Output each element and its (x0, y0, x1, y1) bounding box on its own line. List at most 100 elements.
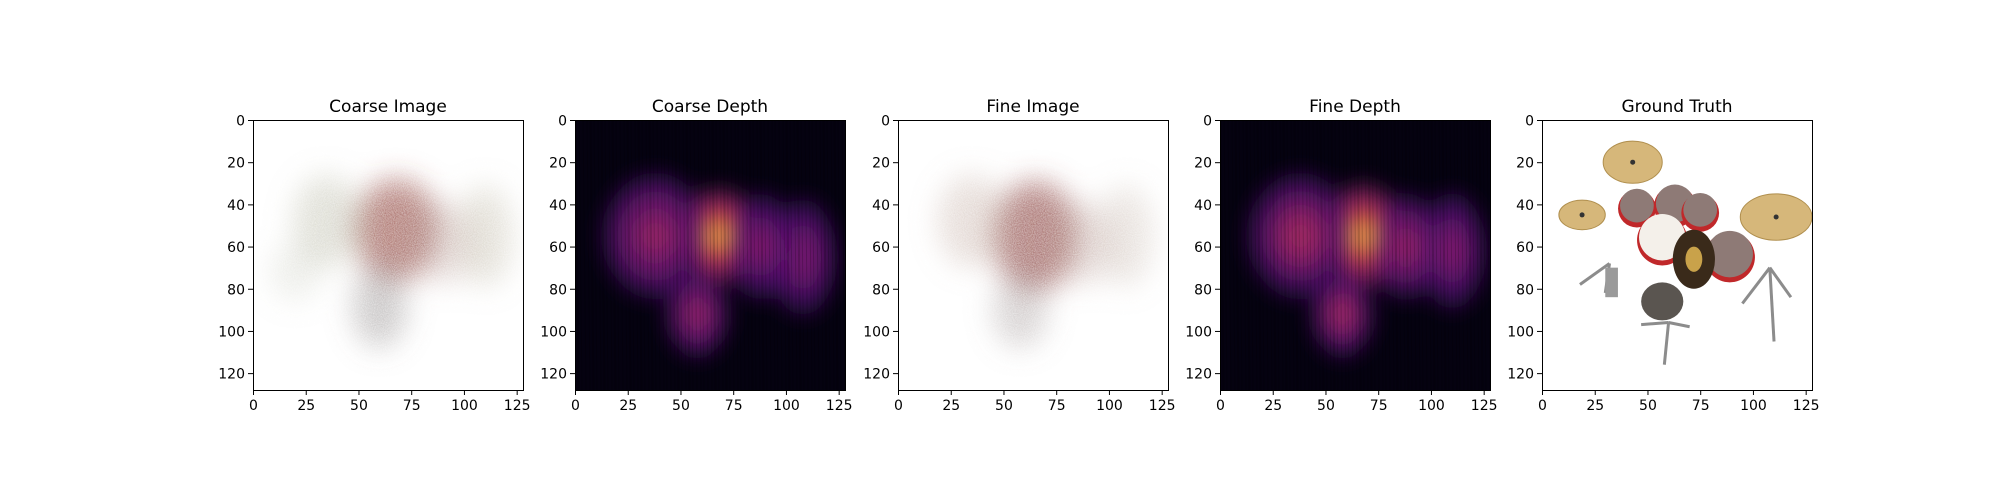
x-tick-label: 75 (1370, 398, 1388, 414)
panel-2: Fine Image 0 25 50 75 100 125 0 20 40 60 80 100 120 (863, 97, 1175, 414)
x-tick-label: 0 (571, 398, 580, 414)
x-tick-label: 125 (1149, 398, 1176, 414)
y-tick-label: 100 (1507, 324, 1534, 340)
y-tick-label: 80 (1516, 282, 1534, 298)
y-tick-label: 120 (540, 367, 567, 383)
x-tick-label: 100 (451, 398, 478, 414)
y-tick-label: 20 (1194, 156, 1212, 172)
x-tick-label: 125 (1793, 398, 1820, 414)
y-tick-label: 120 (1185, 367, 1212, 383)
y-tick-label: 0 (881, 114, 890, 130)
y-tick-label: 60 (227, 240, 245, 256)
depth-blob (1292, 227, 1308, 246)
y-tick-label: 60 (549, 240, 567, 256)
y-tick-label: 40 (227, 198, 245, 214)
stand-leg (1668, 321, 1690, 329)
depth-blob (692, 307, 702, 321)
x-tick-label: 50 (672, 398, 690, 414)
depth-blob (1357, 228, 1369, 244)
x-tick-label: 100 (773, 398, 800, 414)
stand-leg (1768, 267, 1776, 342)
drum-head (1639, 214, 1686, 261)
depth-blob (647, 227, 663, 246)
y-tick-label: 40 (549, 198, 567, 214)
y-tick-label: 0 (1203, 114, 1212, 130)
y-tick-label: 100 (1185, 324, 1212, 340)
depth-blob (797, 248, 808, 266)
y-tick-label: 0 (236, 114, 245, 130)
image-area (575, 120, 845, 390)
stand-leg (1579, 262, 1611, 286)
drum-head (1683, 192, 1718, 227)
stand-leg (1662, 322, 1671, 365)
x-tick-label: 75 (403, 398, 421, 414)
y-tick-label: 40 (1194, 198, 1212, 214)
panel-0: Coarse Image 0 25 50 75 100 125 0 20 40 60 80 100 120 (218, 97, 530, 414)
x-tick-label: 0 (1216, 398, 1225, 414)
y-tick-label: 0 (1525, 114, 1534, 130)
depth-blob (1447, 242, 1457, 260)
y-tick-label: 60 (1516, 240, 1534, 256)
x-tick-label: 25 (942, 398, 960, 414)
y-tick-label: 20 (872, 156, 890, 172)
image-area (253, 120, 523, 390)
x-tick-label: 50 (995, 398, 1013, 414)
y-tick-label: 100 (540, 324, 567, 340)
y-tick-label: 80 (227, 282, 245, 298)
x-tick-label: 25 (1264, 398, 1282, 414)
y-tick-label: 100 (863, 324, 890, 340)
drum-head (1620, 188, 1654, 223)
x-tick-label: 0 (249, 398, 258, 414)
x-tick-label: 75 (1048, 398, 1066, 414)
stand-leg (1741, 266, 1772, 305)
image-area (898, 120, 1168, 390)
depth-blob (1337, 307, 1347, 321)
x-tick-label: 0 (894, 398, 903, 414)
x-tick-label: 50 (350, 398, 368, 414)
image-area (1542, 120, 1812, 390)
y-tick-label: 40 (872, 198, 890, 214)
x-tick-label: 125 (826, 398, 853, 414)
x-tick-label: 100 (1096, 398, 1123, 414)
y-tick-label: 20 (1516, 156, 1534, 172)
x-tick-label: 75 (725, 398, 743, 414)
panel-title: Fine Depth (1309, 97, 1401, 117)
x-tick-label: 25 (1586, 398, 1604, 414)
x-tick-label: 75 (1692, 398, 1710, 414)
y-tick-label: 20 (549, 156, 567, 172)
depth-blob (1400, 238, 1411, 255)
panel-title: Coarse Image (329, 97, 447, 117)
y-tick-label: 80 (1194, 282, 1212, 298)
x-tick-label: 25 (297, 398, 315, 414)
y-tick-label: 100 (218, 324, 245, 340)
axes-frame (1542, 120, 1813, 391)
floor-tom (1641, 282, 1684, 321)
hihat-pedal (1605, 267, 1618, 298)
x-tick-label: 100 (1740, 398, 1767, 414)
drum-head (1706, 230, 1753, 278)
y-tick-label: 60 (1194, 240, 1212, 256)
x-tick-label: 50 (1317, 398, 1335, 414)
panel-title: Coarse Depth (652, 97, 768, 117)
panel-3: Fine Depth 0 25 50 75 100 125 0 20 40 60 80 100 120 (1185, 97, 1497, 414)
drum-kit-photo (1558, 140, 1812, 365)
y-tick-label: 20 (227, 156, 245, 172)
y-tick-label: 80 (549, 282, 567, 298)
axes-frame (898, 120, 1169, 391)
x-tick-label: 25 (619, 398, 637, 414)
y-tick-label: 120 (218, 367, 245, 383)
x-tick-label: 125 (504, 398, 531, 414)
y-tick-label: 120 (863, 367, 890, 383)
axes-frame (575, 120, 846, 391)
y-tick-label: 40 (1516, 198, 1534, 214)
y-tick-label: 80 (872, 282, 890, 298)
x-tick-label: 125 (1471, 398, 1498, 414)
y-tick-label: 0 (558, 114, 567, 130)
image-area (1220, 120, 1490, 390)
panel-1: Coarse Depth 0 25 50 75 100 125 0 20 40 60 80 100 120 (540, 97, 852, 414)
panel-title: Ground Truth (1621, 97, 1732, 117)
stand-leg (1641, 321, 1669, 327)
y-tick-label: 120 (1507, 367, 1534, 383)
axes-frame (1220, 120, 1491, 391)
